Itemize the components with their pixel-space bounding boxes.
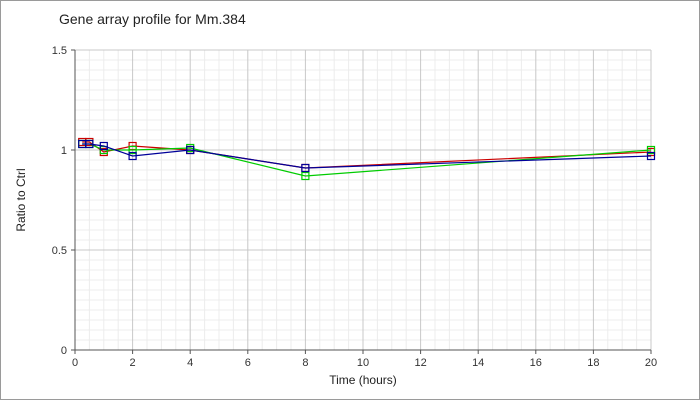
series-group — [78, 137, 656, 181]
y-tick-labels: 0 0.5 1 1.5 — [52, 45, 75, 357]
x-tick-label: 4 — [187, 357, 193, 369]
x-tick-labels: 0 2 4 6 8 10 12 14 16 18 20 — [72, 350, 657, 369]
data-point-marker — [646, 145, 656, 155]
data-point-marker — [646, 151, 656, 161]
data-point-marker — [85, 139, 94, 149]
x-tick-label: 12 — [414, 357, 426, 369]
data-point-marker — [99, 141, 108, 151]
y-axis-label: Ratio to Ctrl — [14, 168, 28, 231]
x-tick-label: 14 — [472, 357, 484, 369]
x-tick-label: 16 — [530, 357, 542, 369]
x-tick-label: 0 — [72, 357, 78, 369]
y-tick-label: 0 — [61, 345, 67, 357]
data-point-marker — [128, 151, 137, 161]
series-line — [82, 143, 652, 169]
y-tick-label: 0.5 — [52, 245, 67, 257]
y-tick-label: 1.5 — [52, 45, 67, 57]
x-tick-label: 18 — [587, 357, 599, 369]
x-tick-label: 10 — [357, 357, 369, 369]
y-tick-label: 1 — [61, 145, 67, 157]
data-point-marker — [128, 145, 137, 155]
data-point-marker — [186, 145, 195, 155]
x-axis-label: Time (hours) — [329, 373, 397, 387]
x-tick-label: 2 — [130, 357, 136, 369]
data-point-marker — [301, 163, 310, 173]
major-grid — [75, 49, 652, 350]
series-3 — [78, 139, 656, 173]
chart-title: Gene array profile for Mm.384 — [59, 11, 246, 27]
data-point-marker — [301, 171, 310, 181]
x-tick-label: 8 — [302, 357, 308, 369]
x-tick-label: 20 — [645, 357, 657, 369]
x-tick-label: 6 — [245, 357, 251, 369]
